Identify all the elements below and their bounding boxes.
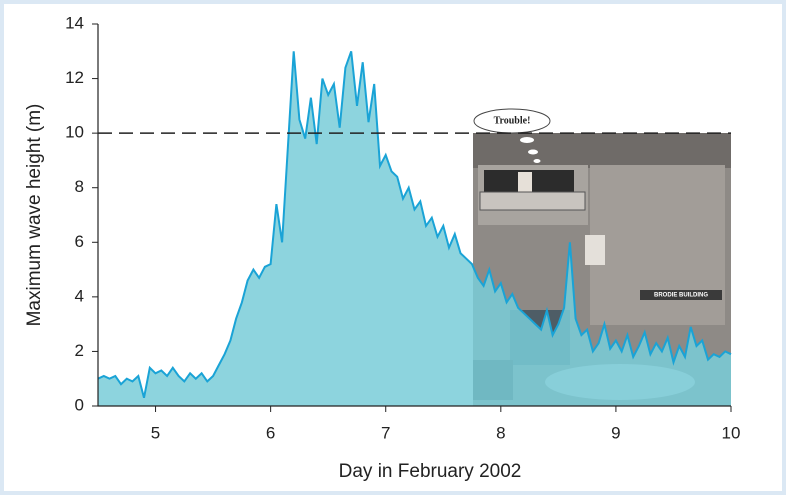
x-tick-label: 5 xyxy=(151,423,160,442)
y-tick-label: 0 xyxy=(75,395,84,414)
y-axis-label: Maximum wave height (m) xyxy=(24,104,45,327)
x-tick-label: 10 xyxy=(722,423,741,442)
chart: Trouble! BRODIE BUILDING Day in February… xyxy=(0,0,786,495)
y-tick-label: 4 xyxy=(75,286,84,305)
x-tick-label: 9 xyxy=(611,423,620,442)
x-tick-label: 7 xyxy=(381,423,390,442)
y-tick-label: 8 xyxy=(75,177,84,196)
annotation: Trouble! xyxy=(494,115,531,126)
y-tick-label: 10 xyxy=(65,123,84,142)
annotation: BRODIE BUILDING xyxy=(654,293,708,299)
x-axis-label: Day in February 2002 xyxy=(339,461,522,482)
y-tick-label: 6 xyxy=(75,232,84,251)
x-tick-label: 8 xyxy=(496,423,505,442)
y-tick-label: 14 xyxy=(65,13,84,32)
x-tick-label: 6 xyxy=(266,423,275,442)
y-tick-label: 2 xyxy=(75,341,84,360)
y-tick-label: 12 xyxy=(65,68,84,87)
page: Trouble! BRODIE BUILDING Day in February… xyxy=(0,0,786,495)
